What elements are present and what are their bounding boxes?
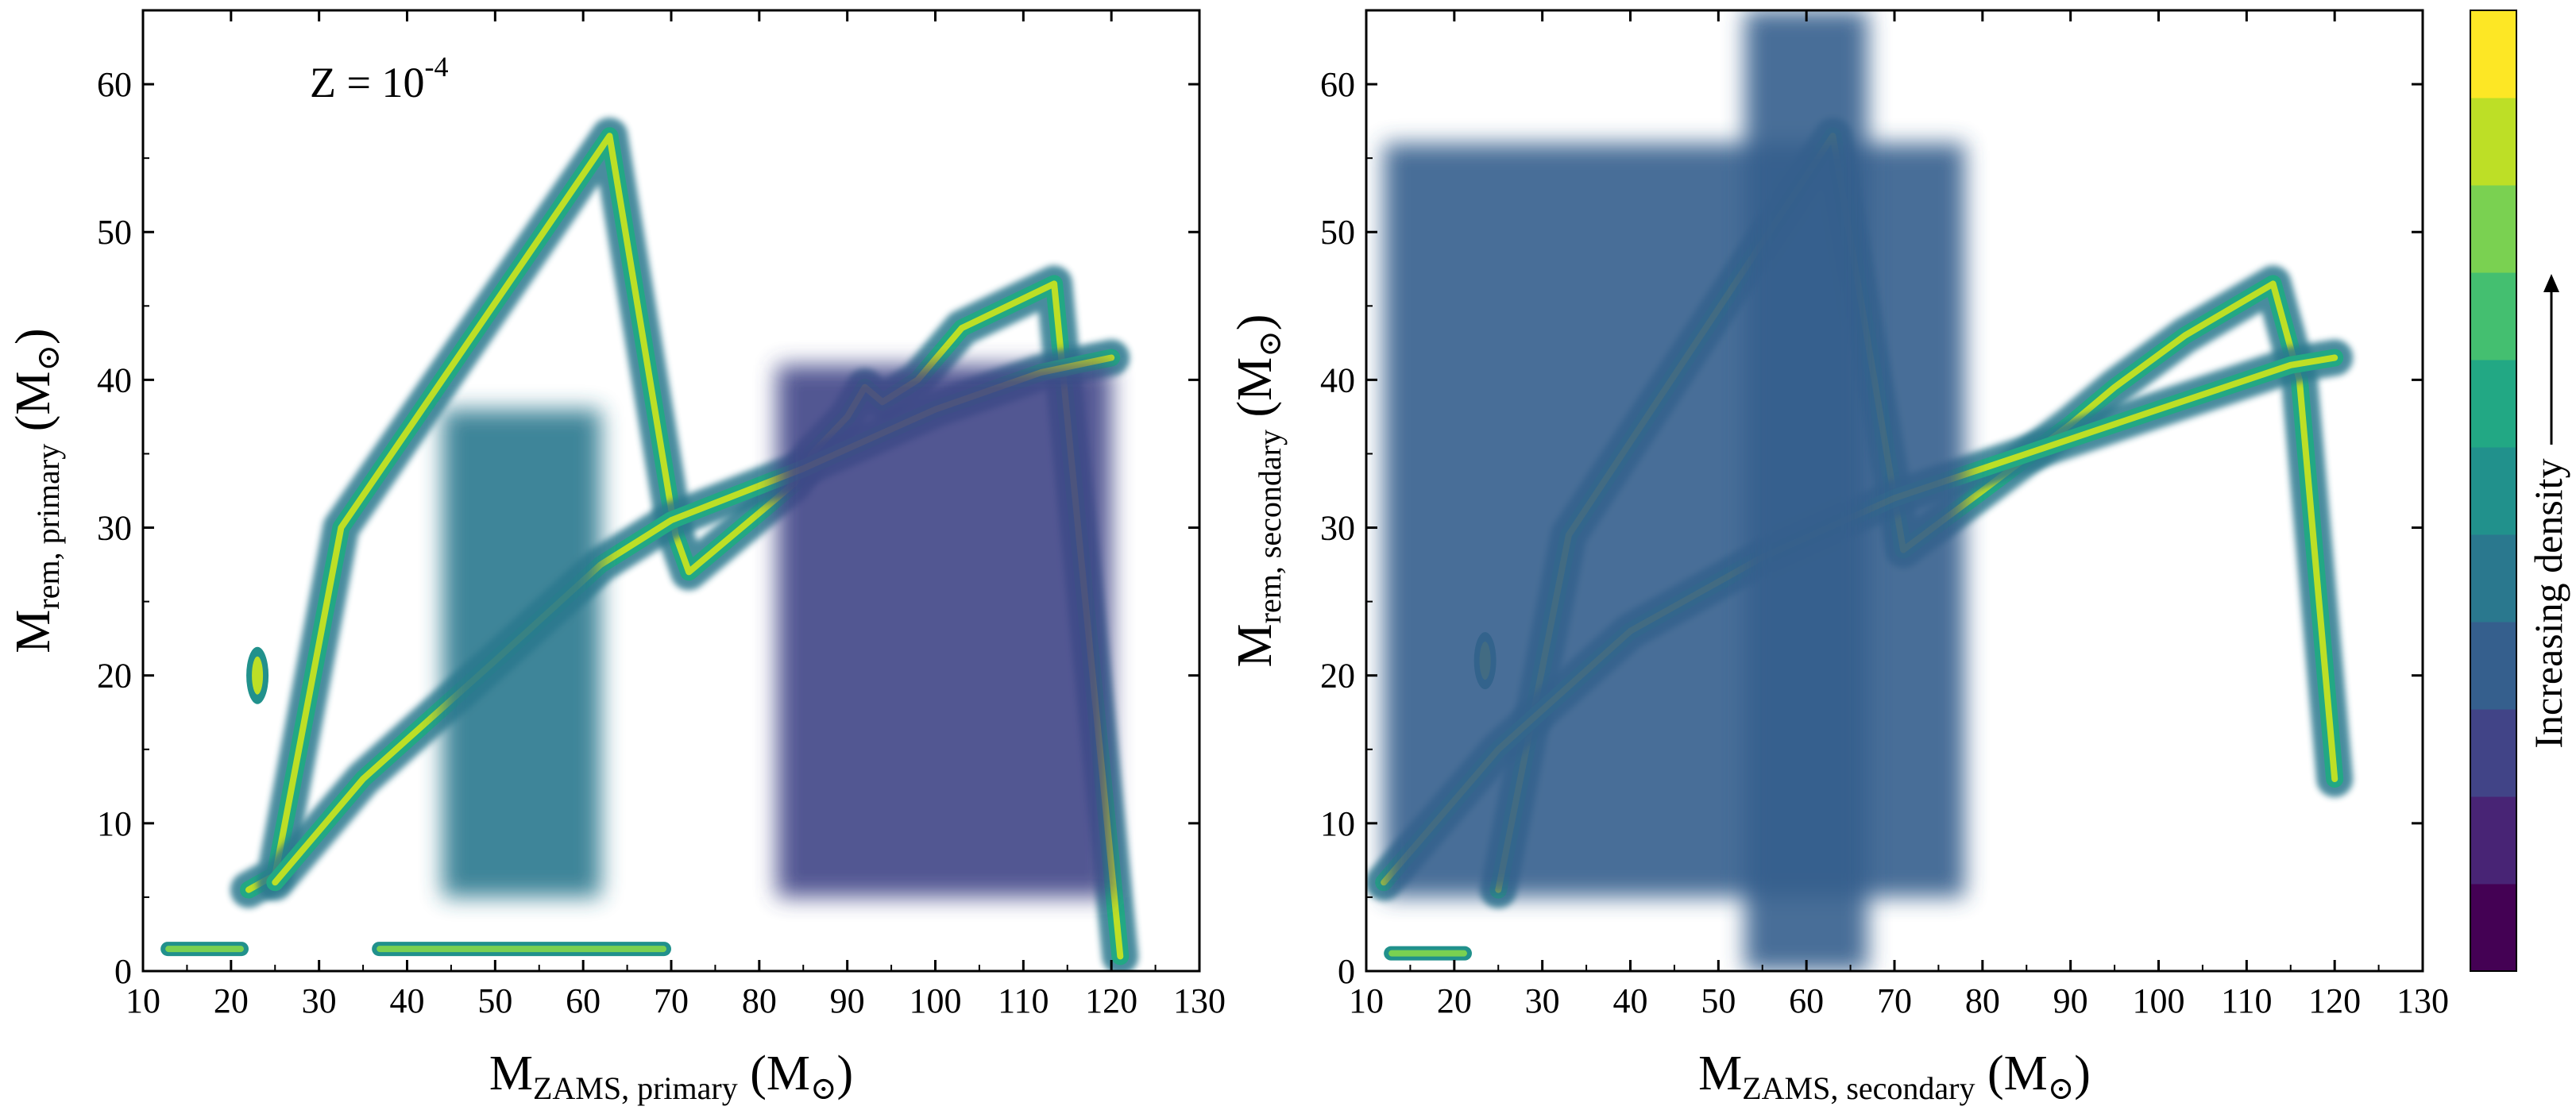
colorbar-level <box>2470 534 2516 579</box>
y-tick-label: 10 <box>1320 804 1355 843</box>
x-tick-label: 120 <box>2308 981 2361 1020</box>
y-tick-label: 60 <box>1320 65 1355 104</box>
y-tick-label: 30 <box>97 509 132 548</box>
x-tick-label: 100 <box>2133 981 2185 1020</box>
x-tick-label: 120 <box>1085 981 1137 1020</box>
colorbar-level <box>2470 709 2516 754</box>
colorbar-frame <box>2470 10 2517 972</box>
y-axis-label-left: Mrem, primary (M⊙) <box>6 328 66 653</box>
region-4-0 <box>1384 143 1965 897</box>
colorbar-level <box>2470 360 2516 404</box>
band-4-1 <box>377 946 666 953</box>
colorbar-level <box>2470 840 2516 885</box>
x-tick-label: 80 <box>1965 981 2000 1020</box>
x-tick-label: 20 <box>214 981 249 1020</box>
colorbar-level <box>2470 98 2516 142</box>
x-tick-label: 110 <box>2221 981 2272 1020</box>
region-6-0 <box>777 364 1112 897</box>
colorbar-level <box>2470 491 2516 535</box>
colorbar-level <box>2470 578 2516 623</box>
x-tick-label: 30 <box>302 981 337 1020</box>
panel-left: 10 20 30 40 50 60 70 80 90 100 110 120 1300102030405… <box>6 9 1226 1106</box>
x-axis-label-right: MZAMS, secondary (M⊙) <box>1698 1047 2091 1106</box>
x-tick-label: 60 <box>566 981 601 1020</box>
region-5-0 <box>1744 10 1868 971</box>
y-tick-label: 30 <box>1320 509 1355 548</box>
x-tick-label: 100 <box>910 981 962 1020</box>
colorbar-level <box>2470 10 2516 55</box>
y-tick-label: 50 <box>1320 213 1355 252</box>
x-axis-label-left: MZAMS, primary (M⊙) <box>489 1047 853 1106</box>
y-tick-label: 60 <box>97 65 132 104</box>
x-tick-label: 110 <box>998 981 1049 1020</box>
colorbar-arrow-head <box>2543 274 2559 292</box>
density-layer-right <box>1366 10 2354 971</box>
x-tick-label: 60 <box>1789 981 1824 1020</box>
x-tick-label: 70 <box>654 981 689 1020</box>
x-tick-label: 40 <box>390 981 425 1020</box>
y-tick-label: 0 <box>114 952 132 991</box>
colorbar-level <box>2470 272 2516 317</box>
colorbar-level <box>2470 796 2516 841</box>
region-5-0 <box>442 409 601 897</box>
y-tick-label: 20 <box>1320 657 1355 696</box>
colorbar-level <box>2470 753 2516 797</box>
colorbar: Increasing density <box>2470 10 2570 972</box>
y-tick-label: 40 <box>1320 360 1355 399</box>
colorbar-levels <box>2470 10 2516 972</box>
colorbar-level <box>2470 622 2516 666</box>
x-tick-label: 30 <box>1525 981 1560 1020</box>
x-tick-label: 40 <box>1613 981 1648 1020</box>
y-tick-label: 40 <box>97 360 132 399</box>
x-tick-label: 90 <box>830 981 865 1020</box>
ticks-right: 10 20 30 40 50 60 70 80 90 100 110 120 1300102030405… <box>1320 10 2449 1020</box>
colorbar-level <box>2470 141 2516 186</box>
metallicity-annotation: Z = 10-4 <box>310 51 448 106</box>
panel-right: 10 20 30 40 50 60 70 80 90 100 110 120 1300102030405… <box>1228 9 2449 1106</box>
x-tick-label: 50 <box>477 981 512 1020</box>
x-tick-label: 10 <box>126 981 160 1020</box>
x-tick-label: 20 <box>1437 981 1472 1020</box>
colorbar-level <box>2470 229 2516 273</box>
x-tick-label: 80 <box>742 981 777 1020</box>
blob-2-1 <box>252 656 264 695</box>
x-tick-label: 70 <box>1877 981 1912 1020</box>
plot-area-right <box>1366 10 2354 971</box>
colorbar-label: Increasing density <box>2526 458 2570 748</box>
colorbar-level <box>2470 447 2516 491</box>
y-tick-label: 50 <box>97 213 132 252</box>
y-tick-label: 0 <box>1338 952 1355 991</box>
colorbar-level <box>2470 54 2516 98</box>
x-tick-label: 90 <box>2053 981 2088 1020</box>
band-3-1 <box>1388 950 1467 957</box>
ticks-left: 10 20 30 40 50 60 70 80 90 100 110 120 1300102030405… <box>97 10 1226 1020</box>
y-tick-label: 20 <box>97 657 132 696</box>
colorbar-level <box>2470 884 2516 928</box>
colorbar-level <box>2470 185 2516 229</box>
x-tick-label: 50 <box>1701 981 1736 1020</box>
y-tick-label: 10 <box>97 804 132 843</box>
colorbar-level <box>2470 403 2516 448</box>
plot-area-left <box>160 118 1139 971</box>
x-tick-label: 130 <box>1173 981 1226 1020</box>
colorbar-level <box>2470 316 2516 360</box>
x-tick-label: 10 <box>1349 981 1384 1020</box>
y-axis-label-right: Mrem, secondary (M⊙) <box>1228 314 1288 668</box>
band-3-1 <box>165 946 244 953</box>
colorbar-level <box>2470 665 2516 710</box>
x-tick-label: 130 <box>2396 981 2449 1020</box>
density-layer-left <box>160 118 1139 971</box>
colorbar-level <box>2470 927 2516 972</box>
